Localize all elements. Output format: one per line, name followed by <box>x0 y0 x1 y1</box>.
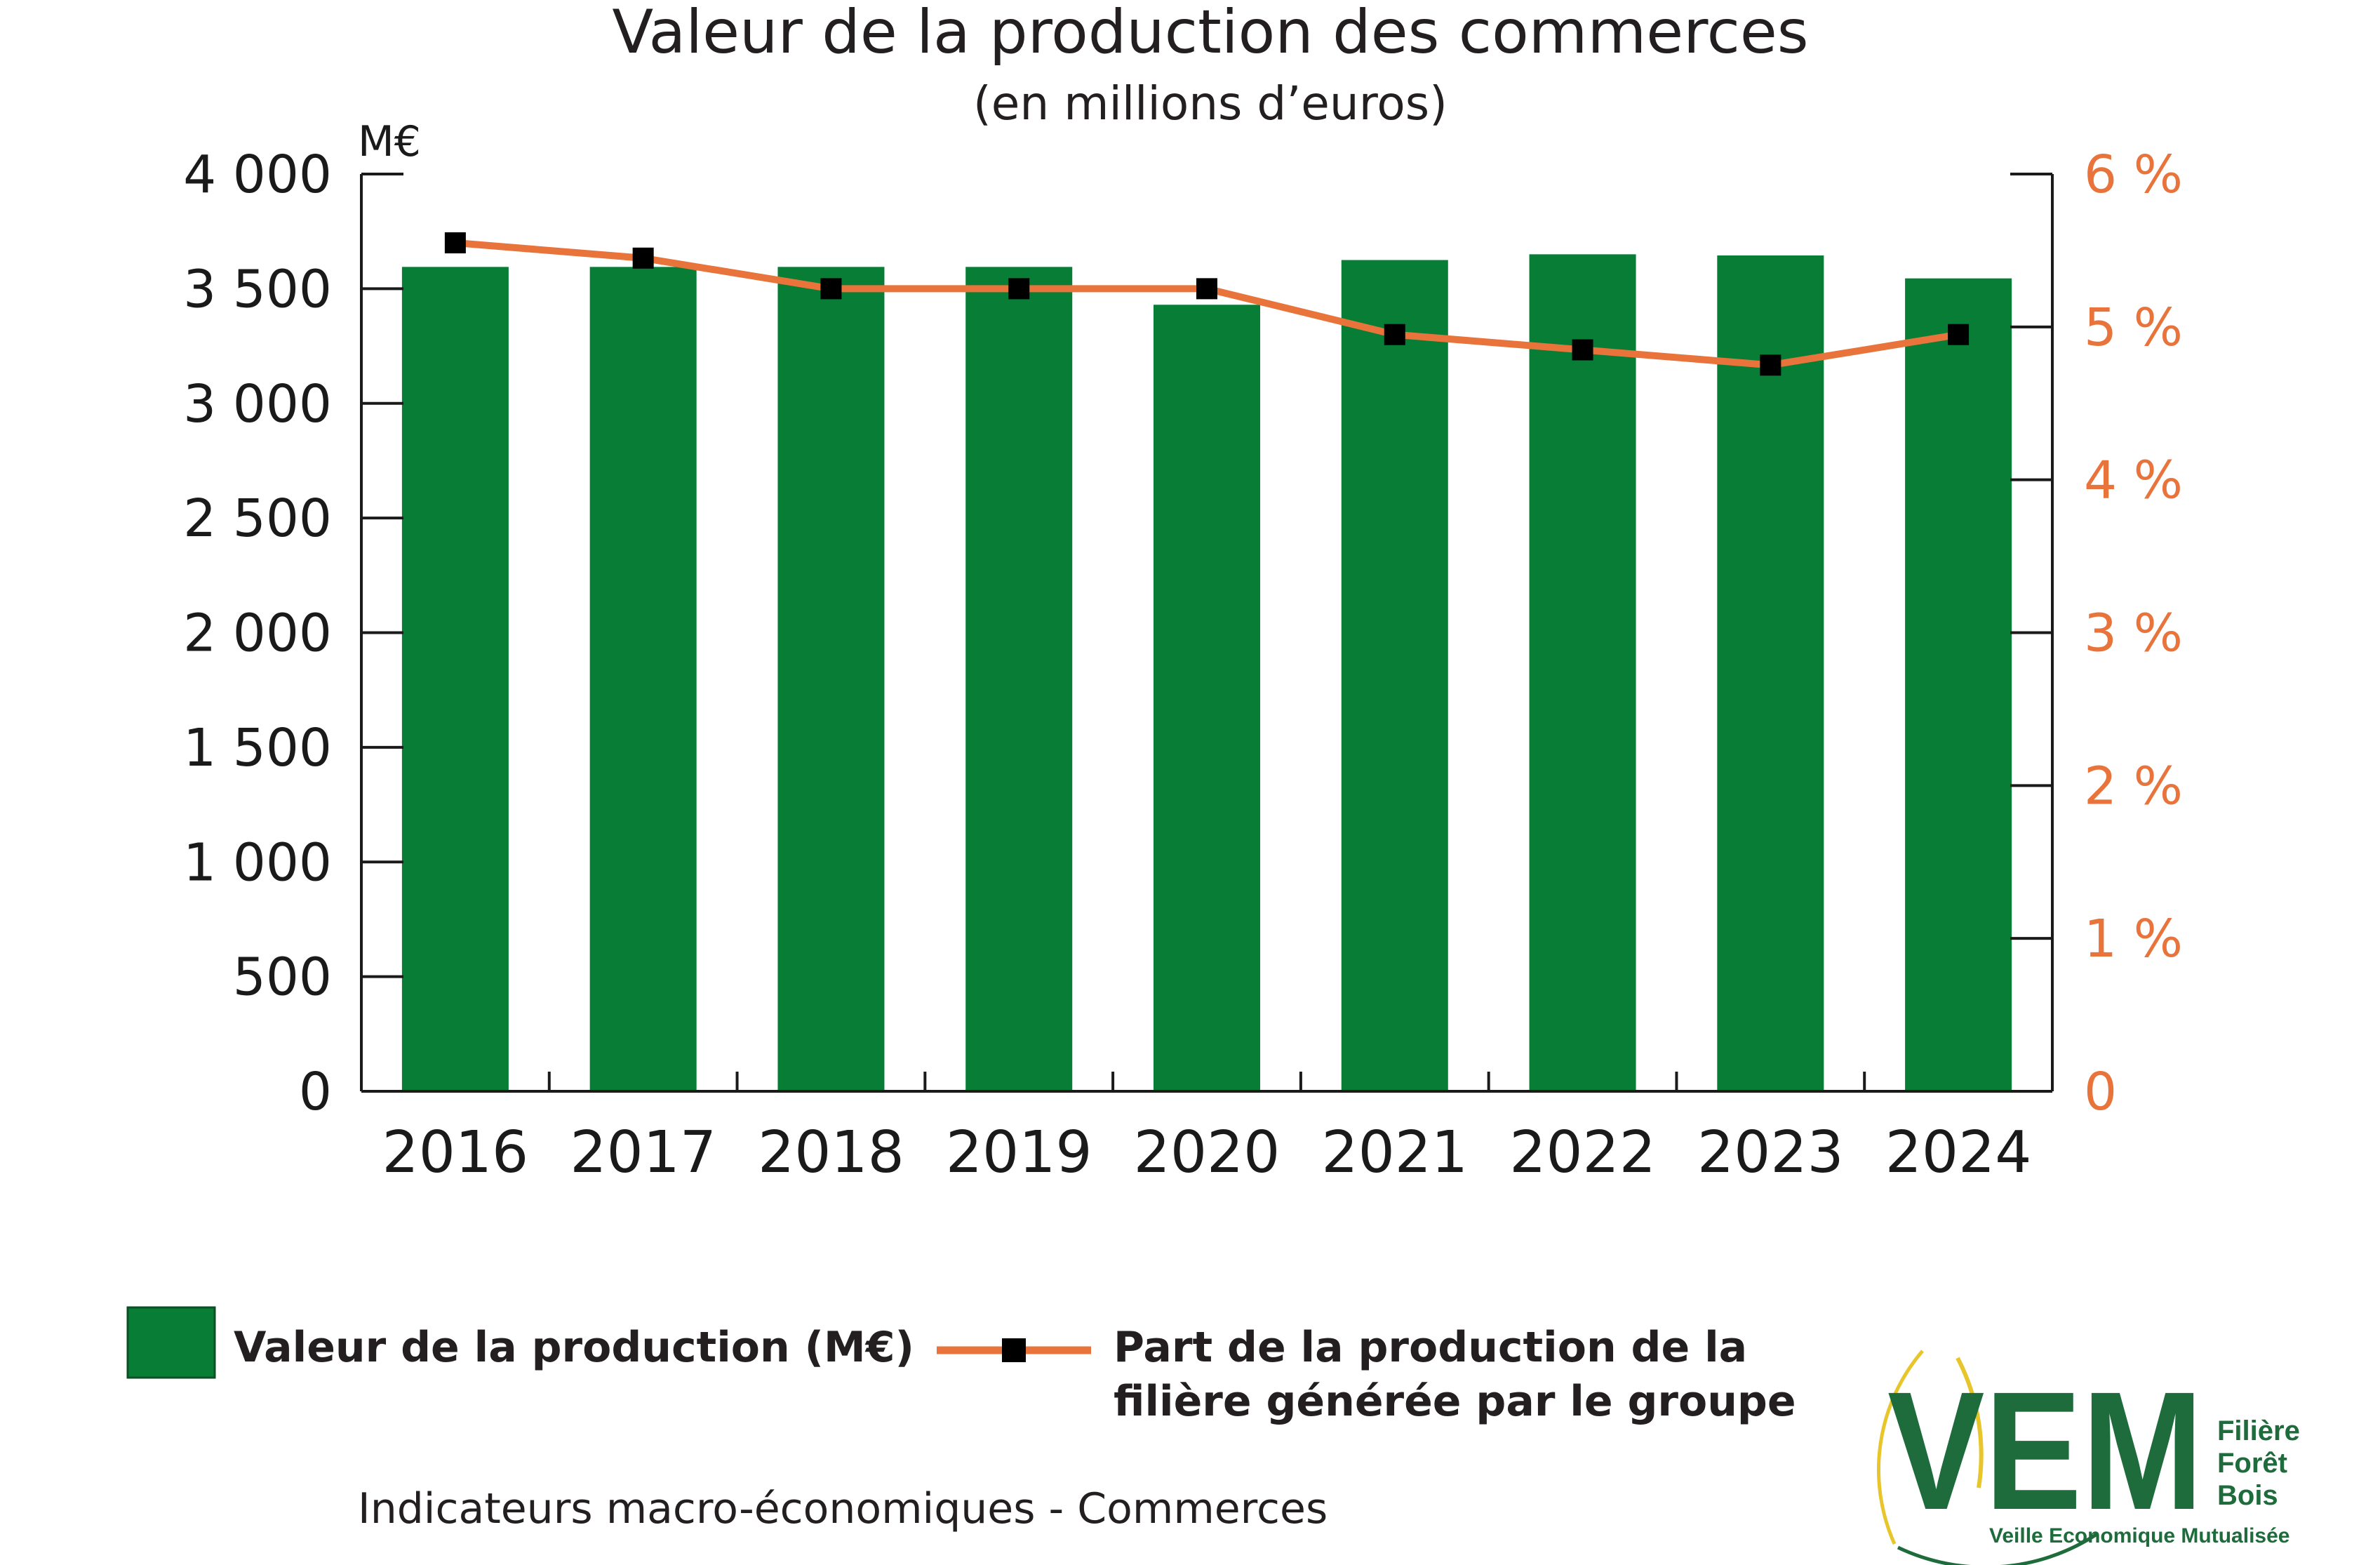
left-tick-label: 1 000 <box>183 832 332 893</box>
x-tick-label: 2018 <box>758 1119 904 1186</box>
line-series <box>444 232 1970 376</box>
x-tick-label: 2020 <box>1134 1119 1281 1186</box>
right-tick-label: 0 <box>2084 1062 2117 1122</box>
legend-bar-label: Valeur de la production (M€) <box>234 1323 914 1372</box>
logo-yellow-arc <box>1956 1357 1984 1489</box>
bar-series <box>401 254 2012 1092</box>
bar-2024 <box>1905 278 2012 1091</box>
bar-2017 <box>589 267 697 1091</box>
logo-letters: VEM <box>1887 1357 2203 1545</box>
logo-line-3: Bois <box>2217 1480 2278 1511</box>
right-tick-label: 4 % <box>2084 451 2183 511</box>
left-tick-label: 2 000 <box>183 604 332 664</box>
left-tick-label: 4 000 <box>183 145 332 205</box>
x-tick-label: 2017 <box>570 1119 716 1186</box>
bar-2019 <box>965 267 1073 1091</box>
x-tick-label: 2019 <box>946 1119 1092 1186</box>
left-tick-label: 0 <box>299 1062 332 1122</box>
bar-2021 <box>1341 260 1448 1091</box>
line-point-2018 <box>820 278 842 300</box>
logo-green-arc <box>1897 1531 2099 1565</box>
line-point-2019 <box>1008 278 1030 300</box>
line-point-2023 <box>1760 354 1781 376</box>
x-tick-label: 2023 <box>1697 1119 1844 1186</box>
line-point-2021 <box>1384 324 1405 345</box>
vem-logo: VEM Filière Forêt Bois Veille Economique… <box>1876 1350 2300 1565</box>
bar-2018 <box>777 267 885 1091</box>
tick-labels: 0 500 1 000 1 500 2 000 2 500 3 000 3 500 4 000 0… <box>183 145 2183 1186</box>
left-tick-label: 3 000 <box>183 374 332 434</box>
right-tick-label: 1 % <box>2084 909 2183 969</box>
right-tick-label: 3 % <box>2084 604 2183 664</box>
bar-2022 <box>1529 254 1636 1091</box>
logo-yellow-arc-2 <box>1876 1350 1924 1545</box>
line-point-2017 <box>632 247 654 269</box>
left-tick-label: 500 <box>233 947 332 1008</box>
left-axis-unit: M€ <box>358 117 421 166</box>
legend: Valeur de la production (M€) Part de la … <box>126 1306 1796 1426</box>
x-tick-label: 2016 <box>382 1119 529 1186</box>
legend-bar-swatch <box>126 1306 216 1379</box>
x-tick-label: 2022 <box>1509 1119 1656 1186</box>
left-tick-label: 2 500 <box>183 488 332 549</box>
chart-title: Valeur de la production des commerces <box>612 0 1808 67</box>
left-tick-label: 3 500 <box>183 259 332 319</box>
logo-line-1: Filière <box>2217 1416 2300 1446</box>
legend-line-label-2: filière générée par le groupe <box>1114 1377 1796 1426</box>
right-tick-label: 5 % <box>2084 298 2183 358</box>
legend-line-marker <box>1002 1338 1026 1362</box>
line-point-2020 <box>1196 278 1217 300</box>
line-point-2022 <box>1572 339 1593 361</box>
axes <box>360 173 2054 1093</box>
x-tick-label: 2021 <box>1321 1119 1468 1186</box>
right-tick-label: 6 % <box>2084 145 2183 205</box>
line-point-2024 <box>1948 324 1970 345</box>
legend-line-label-1: Part de la production de la <box>1114 1323 1747 1372</box>
footer-text: Indicateurs macro-économiques - Commerce… <box>358 1484 1328 1533</box>
line-point-2016 <box>444 232 466 254</box>
right-tick-label: 2 % <box>2084 756 2183 816</box>
logo-line-2: Forêt <box>2217 1448 2287 1479</box>
chart-subtitle: (en millions d’euros) <box>973 76 1448 131</box>
logo-tagline: Veille Economique Mutualisée <box>1989 1524 2289 1547</box>
left-tick-label: 1 500 <box>183 718 332 778</box>
bar-2020 <box>1154 305 1260 1091</box>
x-tick-label: 2024 <box>1885 1119 2032 1186</box>
bar-2023 <box>1717 255 1824 1092</box>
bar-2016 <box>401 267 509 1091</box>
